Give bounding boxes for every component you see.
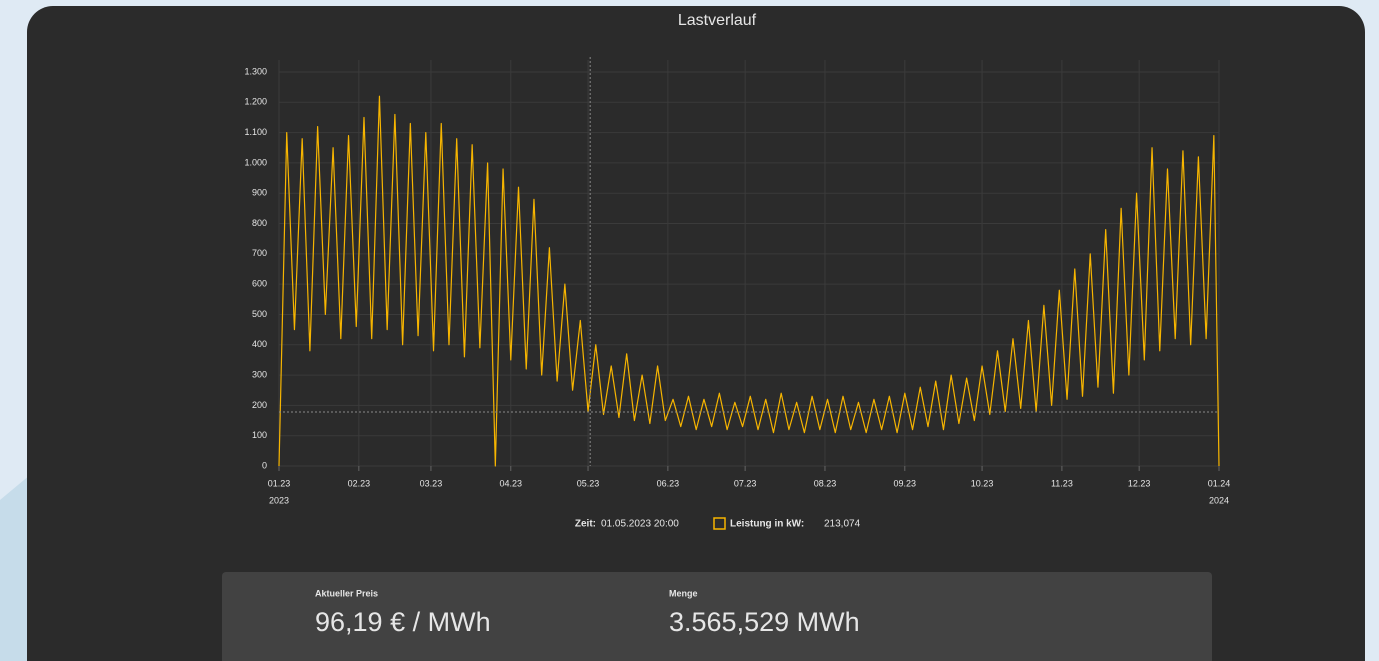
x-tick-label: 04.23 [500, 478, 523, 488]
y-tick-label: 300 [252, 369, 267, 379]
y-tick-label: 600 [252, 279, 267, 289]
stat-value: 3.565,529 MWh [669, 607, 860, 637]
stat-value: 96,19 € / MWh [315, 607, 491, 637]
y-tick-label: 0 [262, 460, 267, 470]
y-tick-label: 900 [252, 188, 267, 198]
y-tick-label: 800 [252, 218, 267, 228]
x-tick-label: 08.23 [814, 478, 837, 488]
x-tick-label: 03.23 [420, 478, 443, 488]
x-tick-label: 05.23 [577, 478, 600, 488]
y-tick-label: 100 [252, 430, 267, 440]
stats-panel [222, 572, 1212, 661]
legend-label: Leistung in kW: [730, 519, 804, 530]
y-tick-label: 1.100 [244, 127, 267, 137]
x-tick-label: 09.23 [894, 478, 917, 488]
x-tick-label: 07.23 [734, 478, 757, 488]
x-tick-label: 06.23 [657, 478, 680, 488]
y-tick-label: 1.300 [244, 66, 267, 76]
legend-swatch [713, 517, 726, 530]
tooltip-label: Zeit: [575, 519, 596, 530]
card [27, 6, 1365, 661]
chart-title: Lastverlauf [678, 12, 757, 29]
y-tick-label: 400 [252, 339, 267, 349]
x-tick-label: 11.23 [1051, 478, 1073, 488]
x-tick-label: 01.23 [268, 478, 291, 488]
y-tick-label: 1.200 [244, 97, 267, 107]
y-tick-label: 1.000 [244, 157, 267, 167]
plot: 0 100 200 300 400 500 600 700 800 900 1.000 1.100 1.… [244, 57, 1230, 505]
x-tick-label: 12.23 [1128, 478, 1151, 488]
x-year-label: 2024 [1209, 495, 1229, 505]
tooltip-value: 213,074 [824, 519, 861, 530]
x-tick-label: 10.23 [971, 478, 994, 488]
stat-label: Menge [669, 588, 698, 598]
y-tick-label: 700 [252, 248, 267, 258]
x-tick-label: 01.24 [1208, 478, 1231, 488]
series-line [278, 95, 1220, 467]
x-year-label: 2023 [269, 495, 289, 505]
tooltip-time: 01.05.2023 20:00 [601, 519, 679, 530]
stat-label: Aktueller Preis [315, 588, 378, 598]
x-tick-label: 02.23 [348, 478, 371, 488]
y-tick-label: 200 [252, 400, 267, 410]
y-tick-label: 500 [252, 309, 267, 319]
